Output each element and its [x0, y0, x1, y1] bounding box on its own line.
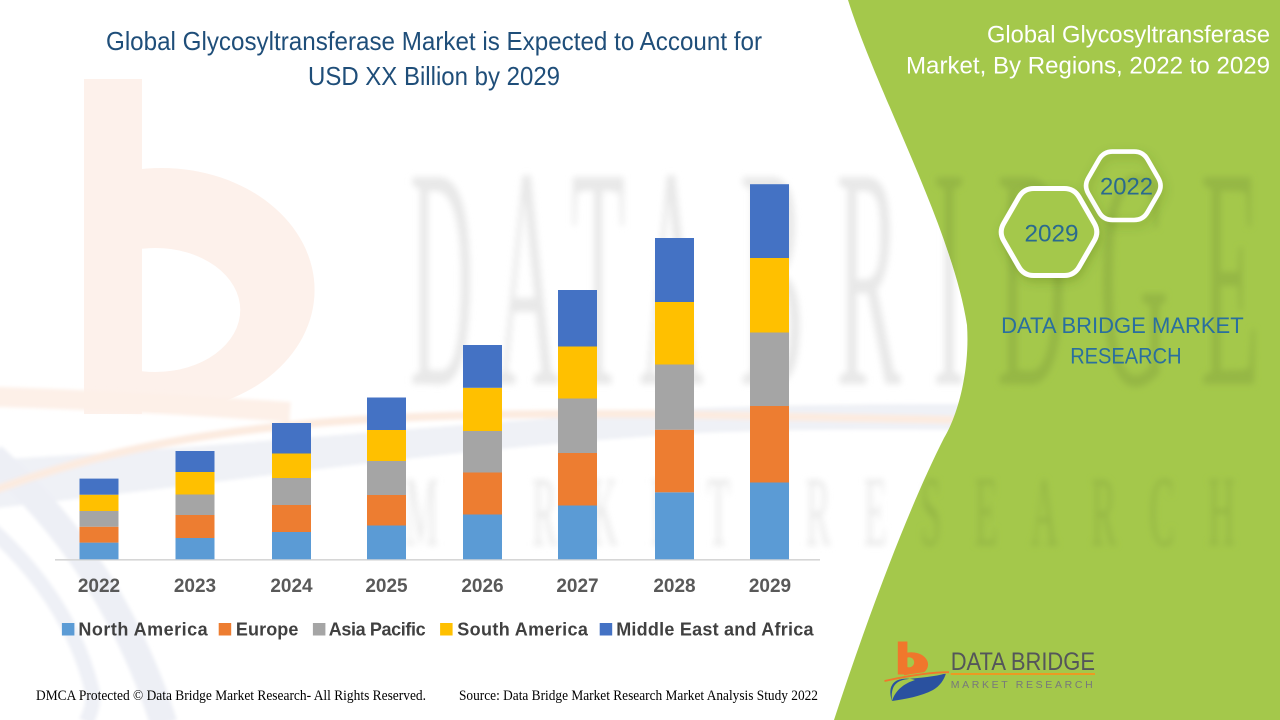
svg-text:MARKET RESEARCH: MARKET RESEARCH [951, 679, 1093, 691]
svg-text:2028: 2028 [653, 576, 695, 597]
svg-text:2023: 2023 [174, 576, 216, 597]
svg-text:2022: 2022 [78, 576, 120, 597]
svg-text:2026: 2026 [461, 576, 503, 597]
svg-text:Asia Pacific: Asia Pacific [329, 620, 426, 640]
svg-text:2029: 2029 [1025, 220, 1079, 247]
svg-text:Global Glycosyltransferase Mar: Global Glycosyltransferase Market is Exp… [106, 26, 762, 56]
svg-text:Global Glycosyltransferase: Global Glycosyltransferase [987, 22, 1270, 49]
svg-text:USD XX Billion by 2029: USD XX Billion by 2029 [308, 61, 560, 91]
svg-text:2022: 2022 [1100, 174, 1153, 201]
svg-text:RESEARCH: RESEARCH [1070, 344, 1181, 369]
svg-text:Europe: Europe [236, 620, 299, 640]
svg-text:Source: Data Bridge Market Res: Source: Data Bridge Market Research Mark… [459, 688, 818, 704]
svg-text:DATA: DATA [410, 103, 726, 453]
svg-text:South America: South America [457, 620, 589, 640]
svg-text:2029: 2029 [749, 576, 791, 597]
svg-text:2027: 2027 [556, 576, 598, 597]
svg-text:2024: 2024 [270, 576, 313, 597]
svg-text:Middle East and Africa: Middle East and Africa [616, 620, 814, 640]
svg-text:DMCA Protected © Data Bridge M: DMCA Protected © Data Bridge Market Rese… [36, 688, 426, 704]
svg-text:DATA BRIDGE MARKET: DATA BRIDGE MARKET [1001, 313, 1244, 338]
svg-text:DATA BRIDGE: DATA BRIDGE [951, 648, 1095, 676]
svg-text:North America: North America [78, 620, 208, 640]
svg-text:2025: 2025 [365, 576, 408, 597]
svg-text:Market, By Regions, 2022 to 20: Market, By Regions, 2022 to 2029 [906, 53, 1270, 80]
